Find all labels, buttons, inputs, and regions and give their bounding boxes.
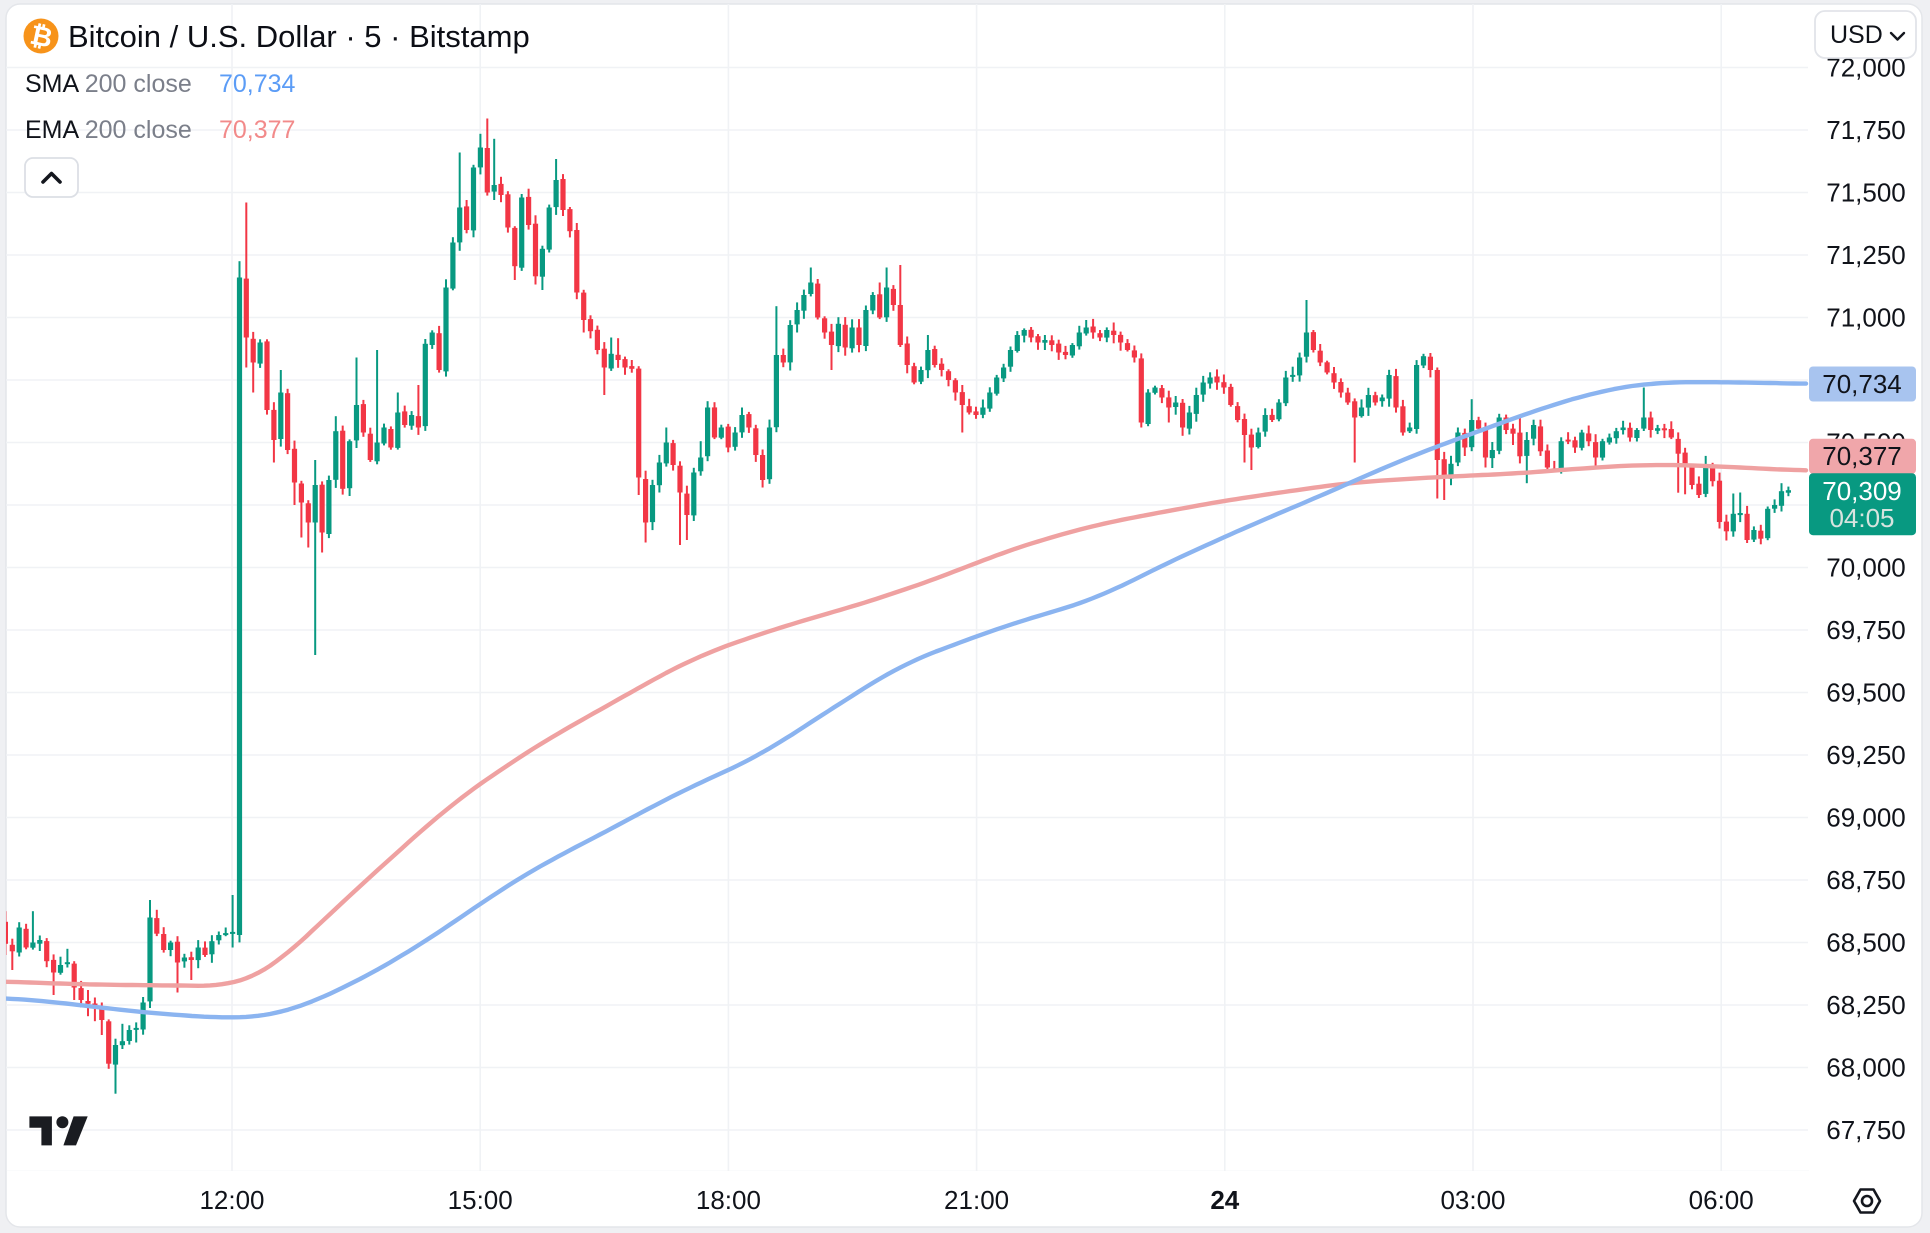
svg-text:69,250: 69,250 xyxy=(1826,740,1906,770)
svg-text:18:00: 18:00 xyxy=(696,1185,761,1215)
svg-text:21:00: 21:00 xyxy=(944,1185,1009,1215)
svg-text:04:05: 04:05 xyxy=(1829,503,1894,533)
svg-text:71,750: 71,750 xyxy=(1826,115,1906,145)
svg-text:68,250: 68,250 xyxy=(1826,990,1906,1020)
svg-text:03:00: 03:00 xyxy=(1440,1185,1505,1215)
svg-text:69,000: 69,000 xyxy=(1826,803,1906,833)
svg-text:15:00: 15:00 xyxy=(448,1185,513,1215)
svg-text:67,750: 67,750 xyxy=(1826,1115,1906,1145)
svg-text:68,000: 68,000 xyxy=(1826,1053,1906,1083)
svg-text:70,309: 70,309 xyxy=(1822,476,1902,506)
svg-text:69,750: 69,750 xyxy=(1826,615,1906,645)
svg-text:71,500: 71,500 xyxy=(1826,178,1906,208)
svg-text:70,000: 70,000 xyxy=(1826,553,1906,583)
svg-text:70,377: 70,377 xyxy=(1822,441,1902,471)
svg-text:EMA 200 close 70,377: EMA 200 close 70,377 xyxy=(25,116,295,144)
svg-text:24: 24 xyxy=(1210,1185,1239,1215)
svg-text:71,250: 71,250 xyxy=(1826,240,1906,270)
svg-text:12:00: 12:00 xyxy=(199,1185,264,1215)
svg-text:68,500: 68,500 xyxy=(1826,928,1906,958)
svg-text:Bitcoin / U.S. Dollar · 5 · Bi: Bitcoin / U.S. Dollar · 5 · Bitstamp xyxy=(68,19,530,54)
svg-text:70,734: 70,734 xyxy=(1822,369,1902,399)
svg-text:SMA 200 close 70,734: SMA 200 close 70,734 xyxy=(25,70,296,98)
svg-text:71,000: 71,000 xyxy=(1826,303,1906,333)
svg-text:06:00: 06:00 xyxy=(1689,1185,1754,1215)
svg-text:USD: USD xyxy=(1830,21,1883,49)
svg-text:69,500: 69,500 xyxy=(1826,678,1906,708)
svg-text:68,750: 68,750 xyxy=(1826,865,1906,895)
